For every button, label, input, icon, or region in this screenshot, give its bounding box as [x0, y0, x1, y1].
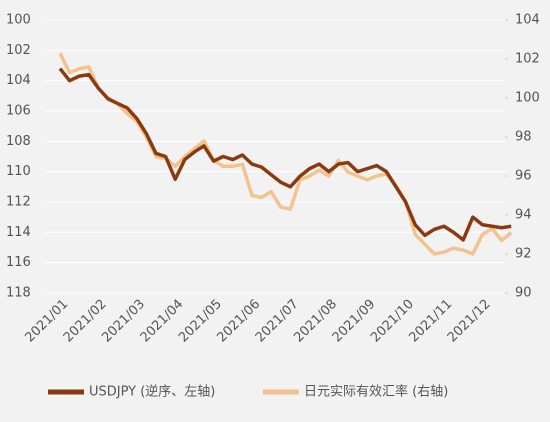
- y-tick-label: 110: [6, 164, 31, 179]
- legend-label: 日元实际有效汇率 (右轴): [304, 384, 448, 400]
- legend-label: USDJPY (逆序、左轴): [89, 384, 215, 400]
- y-tick-label: 104: [6, 73, 31, 88]
- y-tick-label: 116: [6, 255, 31, 270]
- y-tick-label: 114: [6, 225, 31, 240]
- y-tick-label: 102: [6, 43, 31, 58]
- y2-tick-label: 92: [515, 247, 532, 262]
- y-tick-label: 106: [6, 104, 31, 119]
- y2-tick-label: 100: [515, 91, 540, 106]
- y-tick-label: 108: [6, 134, 31, 149]
- y2-tick-label: 98: [515, 130, 532, 145]
- y2-tick-label: 96: [515, 169, 532, 184]
- y-tick-label: 118: [6, 286, 31, 301]
- y-tick-label: 100: [6, 13, 31, 28]
- y2-tick-label: 102: [515, 52, 540, 67]
- y-tick-label: 112: [6, 195, 31, 210]
- series-line: [58, 52, 513, 256]
- series-line: [58, 67, 512, 242]
- y2-tick-label: 94: [515, 208, 532, 223]
- y2-tick-label: 104: [515, 13, 540, 28]
- y2-tick-label: 90: [515, 286, 532, 301]
